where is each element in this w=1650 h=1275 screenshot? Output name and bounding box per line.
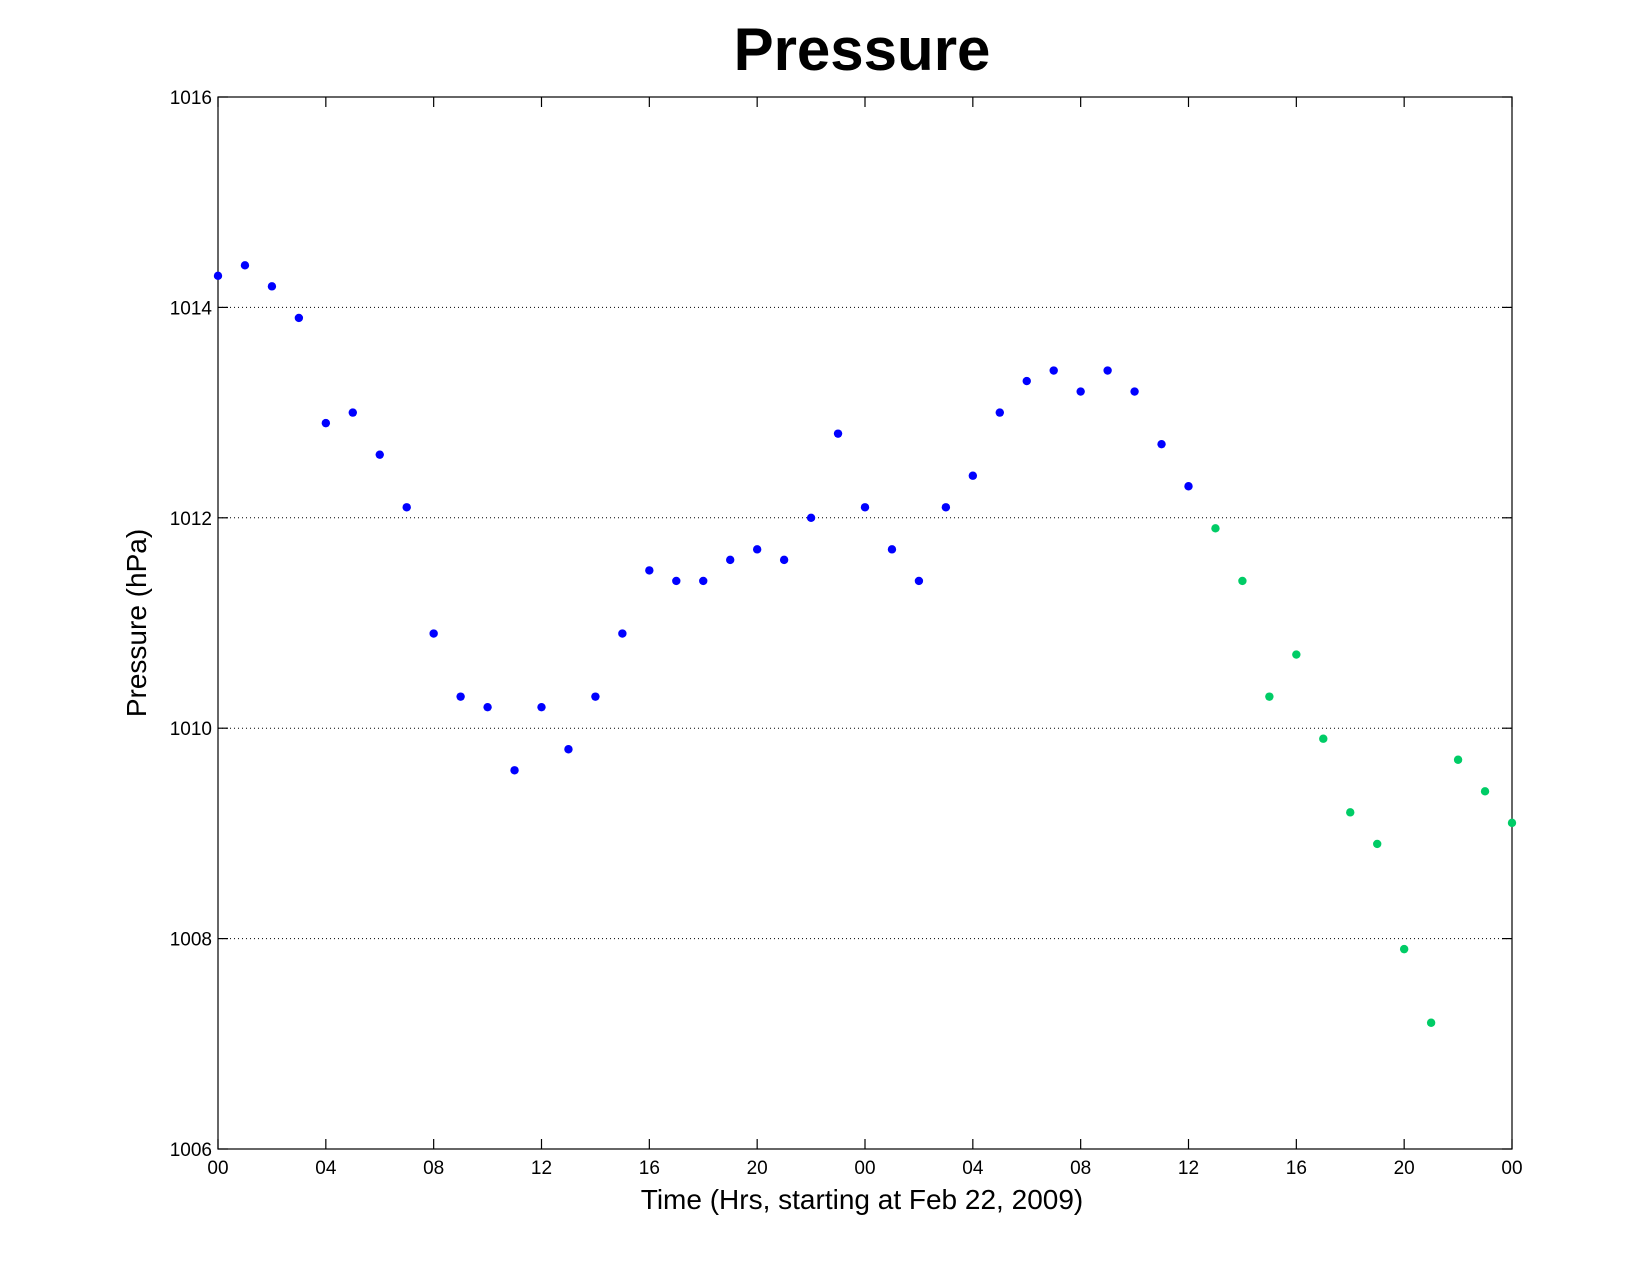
data-point-series-1 [456, 692, 465, 701]
data-point-series-1 [402, 503, 411, 512]
data-point-series-1 [968, 471, 978, 480]
x-tick-label: 16 [639, 1158, 660, 1179]
data-point-series-1 [914, 576, 924, 586]
y-gridlines [218, 306, 1512, 940]
data-point-series-1 [348, 408, 357, 417]
y-axis-label: Pressure (hPa) [121, 529, 152, 717]
data-point-series-2 [1319, 734, 1328, 743]
x-tick-label: 20 [1394, 1158, 1415, 1179]
data-point-series-1 [240, 261, 250, 270]
data-point-series-1 [1157, 439, 1166, 449]
data-point-series-1 [860, 503, 870, 512]
data-point-series-2 [1238, 576, 1247, 586]
data-point-series-1 [591, 692, 600, 701]
data-point-series-2 [1399, 944, 1409, 954]
data-point-series-1 [806, 513, 816, 522]
x-tick-label: 08 [1070, 1158, 1091, 1179]
data-point-series-1 [429, 629, 438, 638]
data-point-series-1 [483, 702, 492, 712]
data-point-series-2 [1265, 692, 1274, 701]
x-tick-label: 20 [747, 1158, 768, 1179]
data-point-series-1 [833, 429, 843, 438]
x-tick-label: 04 [315, 1158, 337, 1179]
data-point-series-1 [1130, 387, 1139, 396]
data-point-series-1 [1049, 366, 1058, 375]
chart-title: Pressure [734, 16, 991, 83]
y-tick-label: 1012 [170, 509, 212, 530]
data-point-series-1 [752, 545, 762, 554]
tick-labels: 1006 1008 1010 1012 1014 1016 00 04 08 12 16 20 00 04… [170, 88, 1523, 1179]
x-tick-label: 00 [854, 1158, 875, 1179]
x-axis-label: Time (Hrs, starting at Feb 22, 2009) [641, 1184, 1083, 1215]
y-tick-label: 1016 [170, 88, 212, 109]
data-point-series-1 [618, 629, 627, 638]
y-tick-label: 1006 [170, 1140, 212, 1161]
data-point-series-1 [1076, 387, 1085, 396]
x-tick-label: 12 [531, 1158, 552, 1179]
data-point-series-1 [1022, 376, 1031, 386]
data-points [213, 261, 1517, 1027]
x-tick-label: 04 [962, 1158, 984, 1179]
y-tick-label: 1014 [170, 298, 213, 319]
data-point-series-2 [1453, 755, 1463, 764]
data-point-series-1 [726, 555, 735, 565]
data-point-series-1 [510, 766, 519, 775]
data-point-series-2 [1373, 839, 1382, 849]
data-point-series-1 [995, 408, 1004, 417]
data-point-series-2 [1346, 808, 1355, 817]
data-point-series-2 [1507, 818, 1517, 828]
data-point-series-2 [1480, 787, 1490, 796]
data-point-series-2 [1211, 524, 1220, 533]
plot-frame [217, 96, 1513, 1150]
data-point-series-1 [375, 450, 384, 459]
y-tick-label: 1010 [170, 719, 212, 740]
x-tick-label: 00 [1501, 1158, 1522, 1179]
data-point-series-1 [779, 555, 789, 565]
axis-ticks [217, 96, 1513, 1150]
data-point-series-1 [887, 545, 897, 554]
data-point-series-1 [941, 503, 951, 512]
data-point-series-1 [1103, 366, 1112, 375]
data-point-series-1 [537, 702, 546, 712]
data-point-series-1 [267, 282, 277, 291]
data-point-series-1 [699, 576, 708, 586]
data-point-series-2 [1292, 650, 1301, 659]
data-point-series-1 [1184, 482, 1193, 491]
data-point-series-1 [213, 271, 223, 281]
data-point-series-1 [294, 313, 304, 323]
x-tick-label: 08 [423, 1158, 444, 1179]
y-tick-label: 1008 [170, 930, 212, 951]
data-point-series-1 [321, 418, 331, 428]
data-point-series-1 [672, 576, 681, 586]
data-point-series-1 [564, 745, 573, 754]
x-tick-label: 16 [1286, 1158, 1307, 1179]
x-tick-label: 12 [1178, 1158, 1199, 1179]
x-tick-label: 00 [207, 1158, 228, 1179]
data-point-series-2 [1426, 1018, 1436, 1027]
data-point-series-1 [645, 566, 654, 575]
